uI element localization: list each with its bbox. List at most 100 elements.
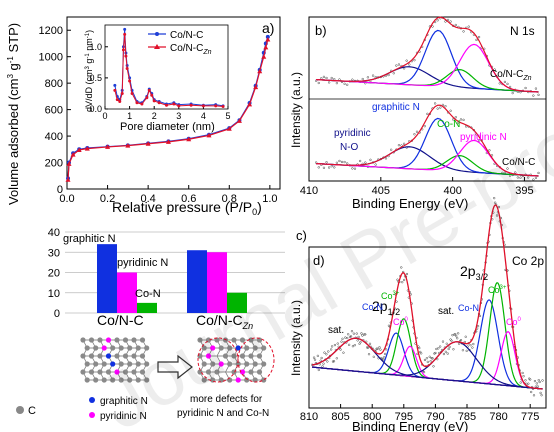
b-data-point [452, 118, 455, 121]
carbon-atom [244, 377, 250, 383]
inset-point [130, 91, 134, 95]
b-data-point [537, 93, 540, 96]
annot-graphitic-n: graphitic N [372, 102, 420, 113]
a-point [253, 84, 259, 90]
b-data-point [475, 38, 478, 42]
pyridinic-n-atom [114, 369, 120, 375]
a-ytick-label: 400 [45, 131, 63, 143]
c-xtick-label: 785 [458, 411, 476, 423]
annot-co0-1: Co0 [393, 317, 409, 327]
c-data-point [457, 332, 460, 335]
panel-b-sample-bottom: Co/N-C [502, 157, 535, 168]
c-data-point [537, 379, 540, 382]
b-data-point [346, 83, 349, 86]
c-data-point [452, 348, 455, 351]
bar-graphitic-n [187, 250, 207, 313]
b-data-point [338, 159, 341, 163]
carbon-atom [261, 345, 267, 351]
b-data-point [516, 176, 519, 179]
c-data-point [351, 345, 355, 348]
c-data-point [438, 345, 442, 348]
inset-ytick-label: 1.0 [89, 42, 102, 52]
b-data-point [462, 30, 465, 33]
b-data-point [514, 171, 517, 174]
c-data-point [450, 339, 453, 342]
carbon-atom [139, 353, 146, 359]
b-data-point [532, 178, 535, 181]
b-data-point [449, 20, 452, 23]
panel-b-curves [315, 16, 540, 181]
c-xtick-label: 775 [521, 411, 539, 423]
c-data-point [317, 368, 320, 372]
panel-c-label: c) [296, 228, 307, 243]
b-data-point [498, 82, 501, 85]
arrow-icon [157, 354, 193, 380]
c-data-point [435, 347, 438, 351]
a-xtick-label: 0.8 [222, 193, 237, 205]
c-data-point [541, 379, 544, 382]
defect-ring-2 [237, 337, 275, 383]
b-data-point [467, 25, 470, 28]
b-data-point [320, 77, 323, 80]
b-data-point [317, 81, 320, 85]
carbon-atom [252, 361, 258, 367]
inset-ytick-label: 0.5 [89, 73, 102, 83]
b-data-point [330, 165, 333, 168]
b-data-point [335, 81, 339, 85]
b-data-point [371, 74, 375, 77]
c-data-point [321, 365, 324, 368]
c-data-point [445, 342, 448, 345]
c-data-point [320, 356, 323, 360]
inset-series-line [114, 34, 224, 108]
inset-xtick-label: 5 [225, 111, 230, 121]
inset-point [214, 104, 218, 108]
carbon-atom [88, 369, 95, 375]
b-data-point [333, 166, 336, 169]
legend-co-nc: Co/N-C [170, 30, 203, 41]
panel-b-xlabel: Binding Energy (eV) [352, 196, 468, 211]
c-data-point [313, 358, 317, 361]
inset-point [118, 100, 122, 104]
bar-graphitic-n [97, 244, 117, 313]
panel-c-frame [308, 246, 547, 409]
c-data-point [457, 342, 461, 345]
b-data-point [340, 160, 344, 164]
c-data-point [323, 351, 326, 354]
b-data-point [534, 176, 538, 180]
c-data-point [533, 379, 537, 383]
c-data-point [333, 343, 337, 347]
c-data-point [465, 349, 468, 352]
b-data-point [413, 133, 416, 136]
graphitic-n-atom [110, 361, 116, 367]
panel-c-x-ticks: 810 805 800 795 790 785 780 775 [300, 404, 539, 423]
c-data-point [382, 358, 385, 361]
panel-b-title: N 1s [510, 24, 535, 38]
bar-ytick-label: 0 [54, 308, 60, 320]
b-data-point [433, 102, 437, 105]
carbon-atom [84, 345, 90, 351]
carbon-atom [135, 377, 141, 383]
b-data-point [503, 80, 507, 84]
b-data-point [384, 157, 388, 160]
legend-pyridinic-n: pyridinic N [100, 411, 147, 422]
inset-point [201, 104, 205, 108]
c-data-point [434, 351, 437, 355]
c-data-point [379, 348, 382, 351]
carbon-atom [231, 353, 237, 359]
c-data-point [428, 355, 431, 358]
b-envelope [316, 104, 539, 177]
inset-ylabel: dV/dD (cm3 g-1 nm-1) [84, 30, 94, 112]
a-point [65, 177, 71, 182]
c-data-point [361, 334, 364, 337]
c-data-point [322, 362, 325, 365]
c-data-point [378, 346, 381, 349]
c-data-point [539, 391, 542, 395]
b-data-point [488, 149, 491, 152]
a-ytick-label: 200 [45, 158, 63, 170]
c-data-point [464, 335, 467, 338]
panel-c-title: Co 2p [512, 254, 544, 268]
carbon-atom [218, 345, 224, 351]
a-point [265, 36, 271, 42]
annot-co3-1: Co3+ [381, 291, 400, 301]
b-data-point [413, 59, 416, 62]
